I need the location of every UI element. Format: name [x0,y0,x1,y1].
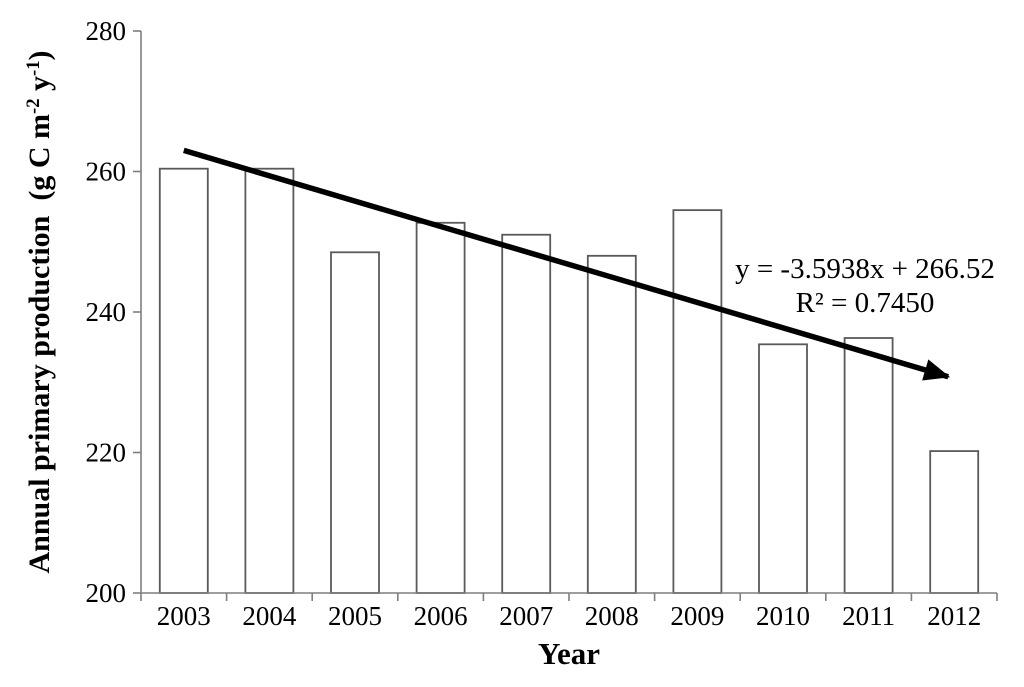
trendline-r-squared: R² = 0.7450 [795,287,935,319]
trendline-equation: y = -3.5938x + 266.52 [735,253,995,285]
y-axis-title-sup-2: -1 [23,60,44,77]
y-axis-title-text-3: ) [23,50,57,61]
x-tick-label: 2005 [328,601,382,631]
trend-line [183,147,951,381]
bar-2008 [586,254,637,594]
y-axis-title-text: Annual primary production (g C m [23,114,57,574]
x-tick-label: 2011 [842,601,895,631]
x-tick-label: 2006 [414,601,468,631]
bar-2010 [758,343,808,594]
bar-2011 [843,337,894,594]
bar-2005 [330,251,380,594]
x-tick-label: 2003 [157,601,211,631]
bar-2004 [244,167,295,594]
y-tick-label: 280 [86,16,127,46]
trendline-annotation: y = -3.5938x + 266.52 R² = 0.7450 [690,252,1024,320]
y-axis-title: Annual primary production (g C m-2 y-1) [15,32,57,592]
y-axis-title-sup-1: -2 [23,98,44,115]
bar-2012 [929,450,980,594]
bar-2003 [158,167,209,594]
bar-2006 [415,221,466,594]
y-tick-label: 240 [86,297,127,327]
x-tick-label: 2012 [927,601,981,631]
x-tick-label: 2008 [585,601,639,631]
bar-2009 [672,209,723,594]
bar-2007 [501,233,552,594]
y-axis-title-text-2: y [23,76,57,99]
x-tick-label: 2007 [499,601,553,631]
y-tick-label: 200 [86,578,127,608]
x-tick-label: 2010 [756,601,810,631]
y-tick-label: 220 [86,438,127,468]
y-tick-label: 260 [86,157,127,187]
x-tick-label: 2004 [242,601,297,631]
x-axis-title: Year [538,636,600,671]
x-tick-label: 2009 [670,601,724,631]
